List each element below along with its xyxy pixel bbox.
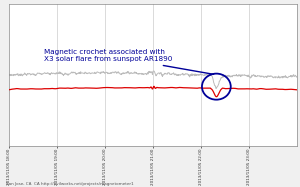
Text: San Jose, CA  CA http://evilworks.net/projects/magnetometer1: San Jose, CA CA http://evilworks.net/pro…	[6, 182, 134, 186]
Text: Magnetic crochet associated with
X3 solar flare from sunspot AR1890: Magnetic crochet associated with X3 sola…	[44, 49, 214, 74]
